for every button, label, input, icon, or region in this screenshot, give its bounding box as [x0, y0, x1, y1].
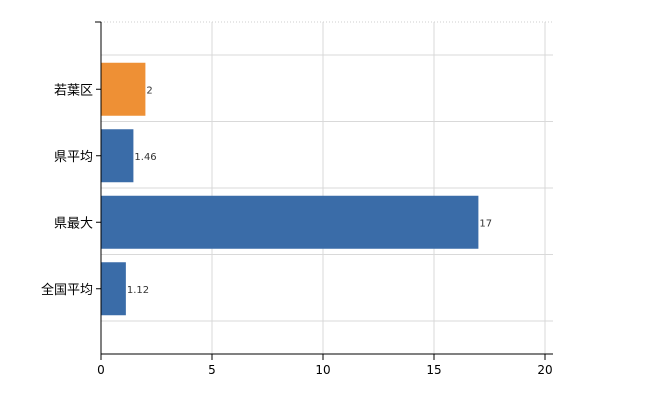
bar-1	[101, 62, 146, 116]
bars	[101, 62, 479, 316]
category-label: 県平均	[54, 150, 93, 165]
bar-value-label: 1.12	[127, 285, 149, 296]
x-tick-label: 10	[315, 363, 330, 377]
x-tick-label: 5	[208, 363, 216, 377]
bar-2	[101, 129, 134, 183]
axes	[95, 21, 553, 360]
category-label: 若葉区	[54, 82, 93, 98]
bar-value-label: 17	[479, 218, 492, 229]
x-tick-label: 15	[426, 363, 441, 377]
bar-value-label: 1.46	[134, 152, 156, 163]
category-label: 全国平均	[41, 282, 93, 298]
category-label: 県最大	[54, 216, 93, 231]
x-tick-label: 0	[97, 363, 105, 377]
gridlines	[101, 21, 553, 354]
bar-value-label: 2	[146, 85, 152, 96]
x-tick-label: 20	[537, 363, 552, 377]
bar-4	[101, 262, 126, 316]
bar-3	[101, 195, 479, 249]
labels: 2 若葉区 1.46 県平均 17 県最大 1.12 全国平均 0 5 10 15 20	[41, 82, 553, 377]
